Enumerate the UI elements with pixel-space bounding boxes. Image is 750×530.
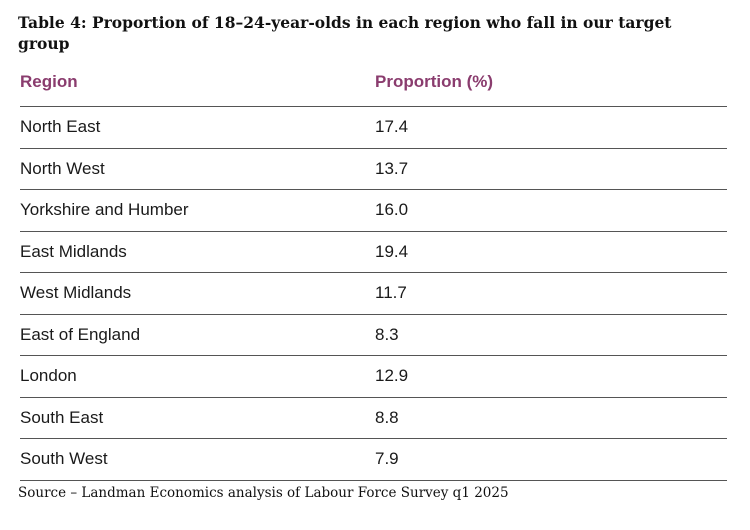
- table-row: North East 17.4: [20, 106, 727, 149]
- document-page: Table 4: Proportion of 18–24-year-olds i…: [18, 12, 728, 501]
- proportion-cell: 12.9: [375, 355, 727, 398]
- proportion-cell: 17.4: [375, 106, 727, 149]
- region-cell: West Midlands: [20, 272, 375, 315]
- table-row: East Midlands 19.4: [20, 231, 727, 273]
- region-cell: North East: [20, 106, 375, 149]
- proportion-cell: 7.9: [375, 438, 727, 481]
- region-cell: South West: [20, 438, 375, 481]
- table-title: Table 4: Proportion of 18–24-year-olds i…: [18, 13, 672, 53]
- table-row: East of England 8.3: [20, 314, 727, 356]
- region-cell: Yorkshire and Humber: [20, 189, 375, 232]
- proportion-cell: 8.8: [375, 397, 727, 439]
- proportion-cell: 19.4: [375, 231, 727, 273]
- proportion-cell: 16.0: [375, 189, 727, 232]
- table-row: London 12.9: [20, 355, 727, 398]
- table-row: Yorkshire and Humber 16.0: [20, 189, 727, 232]
- region-cell: North West: [20, 148, 375, 190]
- column-header-proportion: Proportion (%): [375, 64, 727, 107]
- proportion-cell: 11.7: [375, 272, 727, 315]
- table-header-row: Region Proportion (%): [20, 64, 727, 107]
- proportion-cell: 8.3: [375, 314, 727, 356]
- table-row: West Midlands 11.7: [20, 272, 727, 315]
- proportion-cell: 13.7: [375, 148, 727, 190]
- column-header-region: Region: [20, 64, 375, 107]
- region-cell: East Midlands: [20, 231, 375, 273]
- table-row: South West 7.9: [20, 438, 727, 481]
- region-cell: East of England: [20, 314, 375, 356]
- region-proportion-table: Region Proportion (%) North East 17.4 No…: [20, 64, 727, 481]
- source-note: Source – Landman Economics analysis of L…: [18, 484, 509, 501]
- region-cell: South East: [20, 397, 375, 439]
- table-row: North West 13.7: [20, 148, 727, 190]
- table-row: South East 8.8: [20, 397, 727, 439]
- region-cell: London: [20, 355, 375, 398]
